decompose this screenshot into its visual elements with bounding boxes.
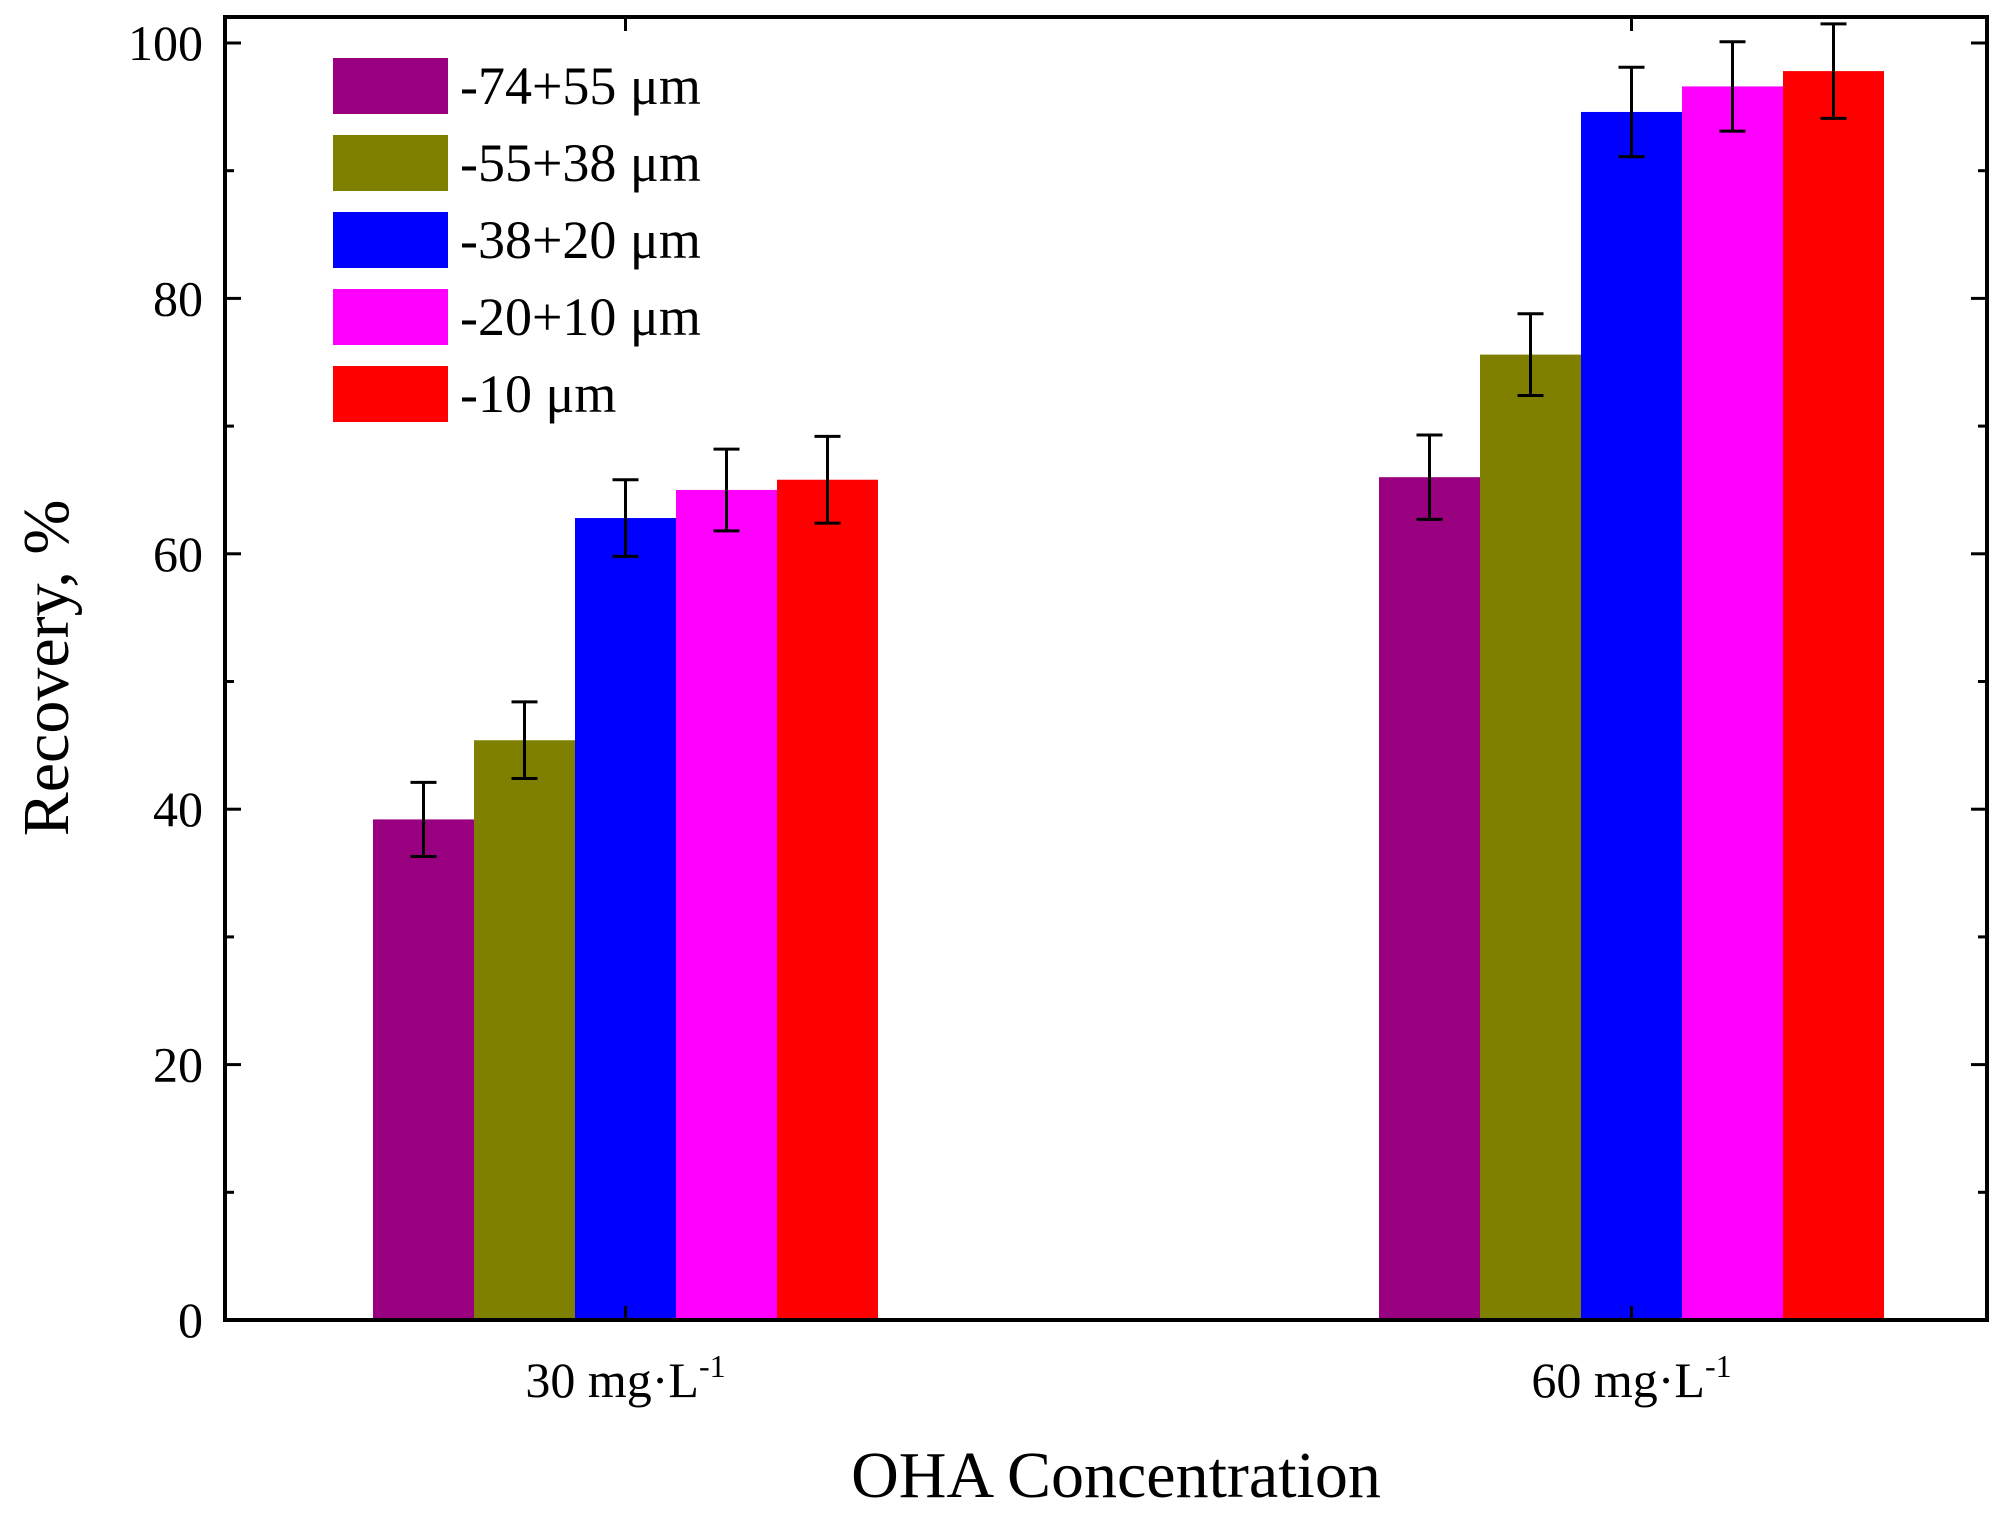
y-tick-label: 40 bbox=[153, 781, 203, 837]
x-axis-title: OHA Concentration bbox=[851, 1439, 1381, 1512]
legend-label-1: -74+55 μm bbox=[460, 56, 701, 116]
plot-frame bbox=[223, 15, 1989, 1322]
y-tick-label: 20 bbox=[153, 1037, 203, 1093]
bar-5-cat-1 bbox=[777, 479, 878, 1320]
y-axis-title: Recovery, % bbox=[10, 500, 83, 837]
y-axis-ticks: 0 20 40 60 80 100 bbox=[128, 15, 1987, 1348]
legend-swatch-5 bbox=[333, 366, 448, 422]
bar-2-cat-1 bbox=[474, 740, 575, 1320]
y-tick-label: 80 bbox=[153, 270, 203, 326]
x-category-label: 30 mg·L-1 bbox=[525, 1348, 725, 1408]
x-axis-categories: 30 mg·L-1 60 mg·L-1 bbox=[525, 17, 1732, 1408]
bar-2-cat-2 bbox=[1480, 354, 1581, 1320]
x-category-label-superscript: -1 bbox=[699, 1348, 726, 1384]
legend-swatch-1 bbox=[333, 58, 448, 114]
legend-label-4: -20+10 μm bbox=[460, 287, 701, 347]
x-category-label: 60 mg·L-1 bbox=[1531, 1348, 1731, 1408]
x-category-label-base: 30 mg·L bbox=[525, 1352, 699, 1408]
bar-5-cat-2 bbox=[1783, 71, 1884, 1321]
y-tick-label: 100 bbox=[128, 15, 203, 71]
x-category-label-base: 60 mg·L bbox=[1531, 1352, 1705, 1408]
bar-1-cat-1 bbox=[373, 819, 474, 1320]
legend-swatch-3 bbox=[333, 212, 448, 268]
y-tick-label: 0 bbox=[178, 1292, 203, 1348]
bar-4-cat-2 bbox=[1682, 86, 1783, 1321]
error-bars-layer bbox=[410, 22, 1847, 858]
bar-3-cat-1 bbox=[575, 518, 676, 1320]
bar-1-cat-2 bbox=[1379, 477, 1480, 1320]
legend: -74+55 μm -55+38 μm -38+20 μm -20+10 μm -10 … bbox=[333, 56, 701, 424]
x-category-label-superscript: -1 bbox=[1705, 1348, 1732, 1384]
legend-label-3: -38+20 μm bbox=[460, 210, 701, 270]
y-tick-label: 60 bbox=[153, 526, 203, 582]
bar-4-cat-1 bbox=[676, 489, 777, 1320]
legend-label-5: -10 μm bbox=[460, 364, 616, 424]
legend-swatch-2 bbox=[333, 135, 448, 191]
bar-3-cat-2 bbox=[1581, 111, 1682, 1320]
legend-label-2: -55+38 μm bbox=[460, 133, 701, 193]
bars-layer bbox=[373, 71, 1884, 1321]
legend-swatch-4 bbox=[333, 289, 448, 345]
